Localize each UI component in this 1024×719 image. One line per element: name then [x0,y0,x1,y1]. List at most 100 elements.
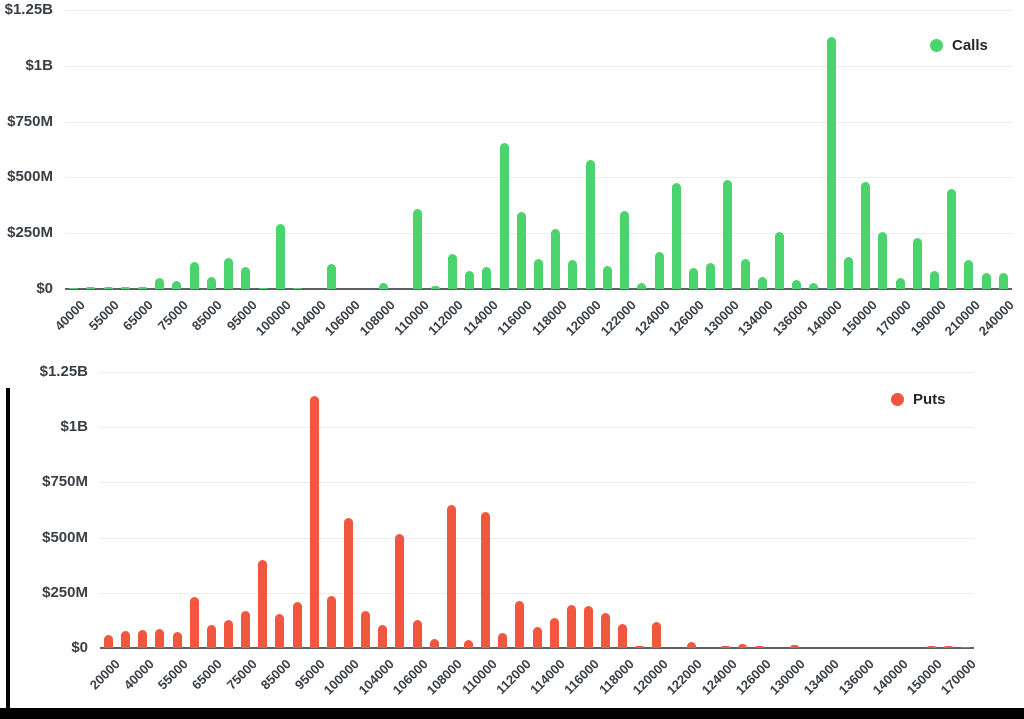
bar-calls-120000[interactable] [585,159,595,289]
bar-calls-slot-51[interactable] [947,189,957,289]
bar-calls-170000[interactable] [895,278,905,289]
bar-puts-20000[interactable] [104,635,114,648]
bar-calls-65000[interactable] [137,287,147,289]
bar-puts-slot-5[interactable] [189,597,199,648]
bar-calls-108000[interactable] [379,282,389,289]
calls-legend[interactable]: Calls [930,37,988,54]
bar-calls-slot-21[interactable] [430,286,440,289]
bar-calls-122000[interactable] [620,210,630,289]
bar-puts-slot-17[interactable] [395,533,405,648]
bar-puts-110000[interactable] [481,511,491,648]
bar-puts-126000[interactable] [755,646,765,648]
bar-calls-136000[interactable] [792,280,802,289]
bar-calls-slot-11[interactable] [258,287,268,289]
bar-calls-slot-31[interactable] [602,266,612,289]
bar-calls-slot-7[interactable] [189,261,199,289]
bar-puts-slot-21[interactable] [463,640,473,648]
x-tick-label: 136000 [769,297,811,339]
bar-puts-slot-13[interactable] [326,595,336,648]
bar-puts-slot-7[interactable] [224,620,234,648]
bar-calls-slot-37[interactable] [706,262,716,289]
bar-calls-slot-43[interactable] [809,282,819,289]
bar-calls-210000[interactable] [964,259,974,289]
bar-calls-slot-35[interactable] [671,183,681,289]
bar-calls-slot-23[interactable] [465,271,475,289]
bar-calls-40000[interactable] [69,287,79,289]
bar-calls-240000[interactable] [998,273,1008,289]
bar-calls-slot-27[interactable] [534,259,543,289]
x-tick-label: 114000 [527,656,569,698]
bar-puts-75000[interactable] [241,611,251,648]
bar-puts-112000[interactable] [515,601,525,648]
bar-calls-114000[interactable] [482,266,492,289]
bar-puts-slot-25[interactable] [532,626,542,648]
bar-calls-slot-3[interactable] [120,286,130,289]
bar-calls-slot-25[interactable] [499,142,509,289]
bar-puts-122000[interactable] [686,642,696,648]
bar-calls-95000[interactable] [241,266,251,289]
bar-calls-190000[interactable] [930,270,940,289]
bar-calls-100000[interactable] [275,223,285,289]
bar-puts-55000[interactable] [172,632,182,648]
bar-calls-slot-45[interactable] [843,256,853,289]
bar-puts-slot-31[interactable] [635,645,645,648]
bar-calls-slot-33[interactable] [637,283,647,289]
bar-puts-slot-49[interactable] [943,646,953,648]
bar-calls-slot-9[interactable] [224,258,234,289]
bar-calls-slot-39[interactable] [740,259,750,289]
bar-calls-slot-49[interactable] [912,237,922,289]
bar-puts-slot-9[interactable] [258,560,268,648]
bar-calls-110000[interactable] [413,208,423,289]
bar-calls-slot-47[interactable] [878,232,888,289]
x-tick-label: 122000 [597,297,639,339]
bar-calls-112000[interactable] [447,253,457,289]
bar-puts-106000[interactable] [412,619,422,648]
bar-calls-slot-53[interactable] [981,272,991,289]
bar-puts-slot-11[interactable] [292,601,302,648]
bar-calls-116000[interactable] [516,211,526,289]
bar-puts-130000[interactable] [789,644,799,648]
bar-calls-55000[interactable] [103,287,113,289]
bar-calls-150000[interactable] [861,181,871,289]
bar-calls-slot-15[interactable] [327,264,337,289]
bar-puts-150000[interactable] [926,646,936,648]
bar-calls-85000[interactable] [206,277,216,289]
bar-puts-124000[interactable] [721,645,730,648]
x-tick-label: 170000 [872,297,914,339]
bar-calls-slot-1[interactable] [86,286,96,289]
x-tick-label: 55000 [85,297,122,334]
bar-calls-130000[interactable] [723,179,733,289]
bar-puts-slot-15[interactable] [361,611,371,648]
bar-puts-95000[interactable] [309,395,319,648]
bar-puts-85000[interactable] [275,613,285,648]
bar-calls-75000[interactable] [172,280,182,289]
bar-puts-slot-3[interactable] [155,628,165,648]
bar-puts-slot-29[interactable] [601,613,611,648]
bar-calls-124000[interactable] [654,252,664,289]
bar-puts-100000[interactable] [343,517,353,648]
bar-puts-114000[interactable] [549,618,559,648]
bar-puts-116000[interactable] [583,606,593,648]
bar-puts-108000[interactable] [446,505,456,648]
bar-calls-slot-41[interactable] [775,232,785,289]
bar-calls-slot-13[interactable] [292,287,302,289]
bar-puts-slot-27[interactable] [566,604,576,648]
bar-calls-slot-5[interactable] [155,278,165,289]
bar-puts-slot-19[interactable] [429,638,439,648]
bar-calls-140000[interactable] [826,36,836,289]
bar-puts-118000[interactable] [618,624,628,648]
bar-puts-170000[interactable] [960,646,970,648]
bar-calls-118000[interactable] [551,228,561,289]
bar-puts-slot-1[interactable] [121,631,131,648]
bar-puts-slot-23[interactable] [498,633,508,648]
bar-puts-65000[interactable] [206,624,216,648]
bar-calls-126000[interactable] [688,268,698,289]
bar-puts-slot-37[interactable] [738,643,748,648]
bar-puts-40000[interactable] [138,629,148,648]
bar-calls-slot-29[interactable] [568,260,578,289]
bar-puts-120000[interactable] [652,621,662,648]
bar-puts-104000[interactable] [378,625,388,648]
x-tick-label: 116000 [561,656,603,698]
bar-calls-134000[interactable] [757,277,767,289]
puts-legend[interactable]: Puts [891,391,946,408]
